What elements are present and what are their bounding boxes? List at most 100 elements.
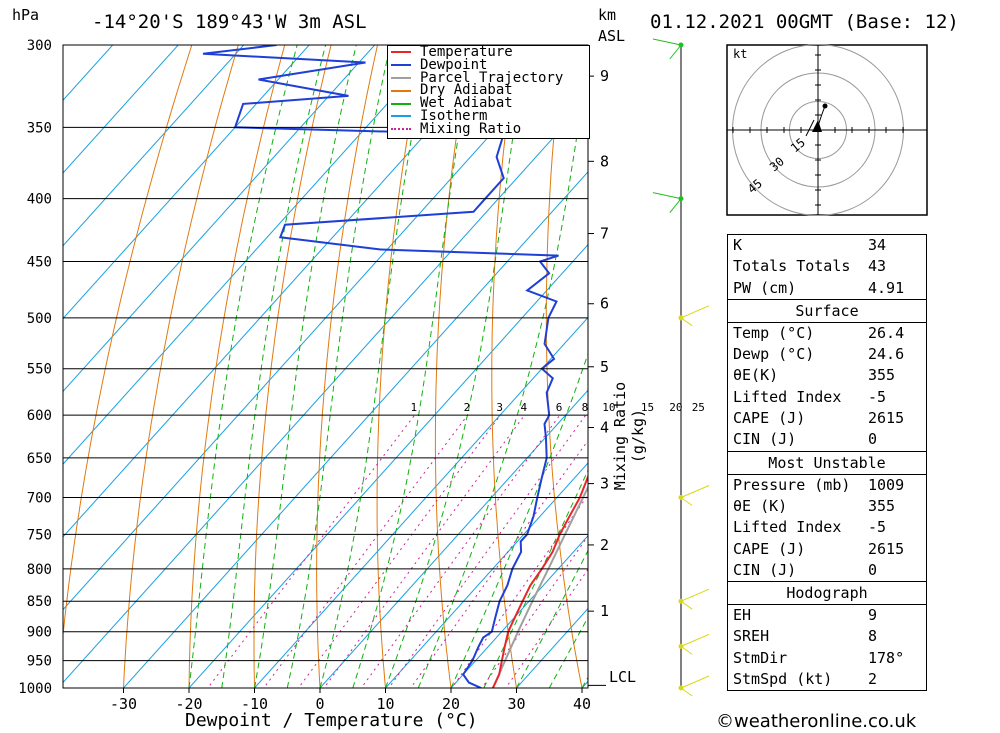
pressure-tick-label: 350 (27, 120, 52, 136)
surface-label: CAPE (J) (733, 409, 806, 428)
dry-adiabat-line (650, 27, 720, 714)
pressure-tick-label: 500 (27, 311, 52, 327)
km-tick-label: 5 (600, 358, 609, 376)
index-row: K 34 (728, 235, 926, 256)
isotherm-line (253, 316, 588, 688)
pressure-tick-label: 300 (27, 38, 52, 54)
datetime-title: 01.12.2021 00GMT (Base: 12) (650, 11, 959, 33)
index-value: 43 (868, 257, 887, 276)
pressure-tick-label: 750 (27, 527, 52, 543)
x-axis-label: Dewpoint / Temperature (°C) (185, 710, 478, 731)
most-unstable-label: θE (K) (733, 496, 788, 515)
legend-item: Wet Adiabat (388, 95, 589, 112)
x-tick-label: 10 (376, 695, 394, 713)
legend-item: Parcel Trajectory (388, 69, 589, 86)
surface-label: Dewp (°C) (733, 345, 815, 364)
legend-item: Dry Adiabat (388, 84, 589, 97)
legend-label: Temperature (420, 44, 513, 60)
most-unstable-row: θE (K) 355 (728, 496, 926, 517)
isotherm-line (63, 45, 310, 320)
surface-label: CIN (J) (733, 430, 797, 449)
mixing-ratio-line (410, 439, 588, 688)
hodograph-point (822, 103, 828, 109)
most-unstable-row: CAPE (J) 2615 (728, 539, 926, 560)
wet-adiabat-line (221, 45, 327, 688)
legend-label: Parcel Trajectory (420, 69, 564, 86)
wind-barb-staff (680, 485, 710, 498)
isotherm-line (63, 45, 114, 101)
legend-item: Dewpoint (388, 56, 589, 73)
legend-swatch (391, 64, 411, 67)
index-value: 34 (868, 236, 887, 254)
most-unstable-header: Most Unstable (728, 450, 926, 475)
surface-label: Temp (°C) (733, 323, 815, 342)
most-unstable-label: CAPE (J) (733, 539, 806, 558)
km-tick-label: 1 (600, 602, 609, 620)
hodograph-trace (805, 119, 815, 137)
temperature-line (491, 474, 588, 688)
surface-row: Temp (°C) 26.4 (728, 323, 926, 344)
legend-item: Mixing Ratio (388, 120, 589, 137)
pressure-tick-label: 700 (27, 491, 52, 507)
legend-swatch (391, 76, 411, 79)
index-row: PW (cm) 4.91 (728, 278, 926, 299)
wind-barb-staff (652, 38, 682, 46)
wet-adiabat-line (548, 616, 588, 688)
most-unstable-value: 355 (868, 496, 896, 515)
km-unit: km (598, 6, 617, 24)
mixing-ratio-line (297, 414, 501, 688)
mixing-ratio-line (481, 535, 588, 688)
legend-swatch (391, 128, 411, 131)
mixing-ratio-label: 4 (521, 401, 528, 414)
isotherm-line (63, 98, 588, 684)
pressure-tick-label: 650 (27, 451, 52, 467)
hodograph-stat-row: SREH 8 (728, 626, 926, 647)
storm-motion-marker (812, 120, 822, 132)
isotherm-line (63, 45, 179, 174)
isotherm-line (63, 45, 245, 247)
wind-barb-staff (669, 44, 682, 60)
wind-barb-staff (680, 687, 693, 697)
most-unstable-row: Lifted Index -5 (728, 517, 926, 538)
hodograph-stat-label: EH (733, 606, 752, 625)
wet-adiabat-line (483, 469, 588, 688)
pressure-tick-label: 400 (27, 192, 52, 208)
hodograph-stat-label: SREH (733, 627, 770, 646)
surface-value: -5 (868, 387, 887, 406)
km-tick-label: 7 (600, 225, 609, 243)
dry-adiabat-line (253, 45, 332, 688)
pressure-tick-label: 850 (27, 594, 52, 610)
hodograph-stat-value: 2 (868, 670, 878, 689)
dry-adiabat-line (491, 45, 518, 688)
mixing-ratio-label: 2 (464, 401, 471, 414)
index-row: Totals Totals 43 (728, 256, 926, 277)
most-unstable-row: CIN (J) 0 (728, 560, 926, 581)
mixing-ratio-line (323, 414, 525, 688)
hodograph-stat-row: EH 9 (728, 605, 926, 626)
surface-value: 24.6 (868, 345, 905, 364)
hodograph-stat-value: 178° (868, 648, 905, 667)
lcl-label: LCL (609, 668, 637, 686)
wind-barb-staff (680, 645, 693, 655)
surface-value: 2615 (868, 409, 905, 428)
legend-label: Dewpoint (420, 56, 488, 73)
surface-row: θE(K) 355 (728, 365, 926, 386)
mixing-ratio-label: 15 (641, 401, 654, 414)
legend-label: Mixing Ratio (420, 120, 522, 137)
copyright: ©weatheronline.co.uk (716, 711, 917, 732)
dry-adiabat-line (188, 45, 286, 688)
surface-value: 0 (868, 430, 878, 449)
mixing-ratio-label: 8 (582, 401, 589, 414)
surface-value: 26.4 (868, 323, 905, 342)
dry-adiabat-line (63, 45, 193, 640)
surface-label: Lifted Index (733, 387, 842, 406)
dry-adiabat-line (434, 45, 471, 688)
isotherm-line (63, 45, 572, 611)
pressure-tick-label: 900 (27, 625, 52, 641)
most-unstable-value: 2615 (868, 539, 905, 558)
wind-barb-staff (680, 497, 693, 506)
legend-item: Isotherm (388, 109, 589, 123)
pressure-tick-label: 800 (27, 562, 52, 578)
mixing-ratio-line (263, 414, 468, 688)
legend-label: Wet Adiabat (420, 95, 513, 112)
